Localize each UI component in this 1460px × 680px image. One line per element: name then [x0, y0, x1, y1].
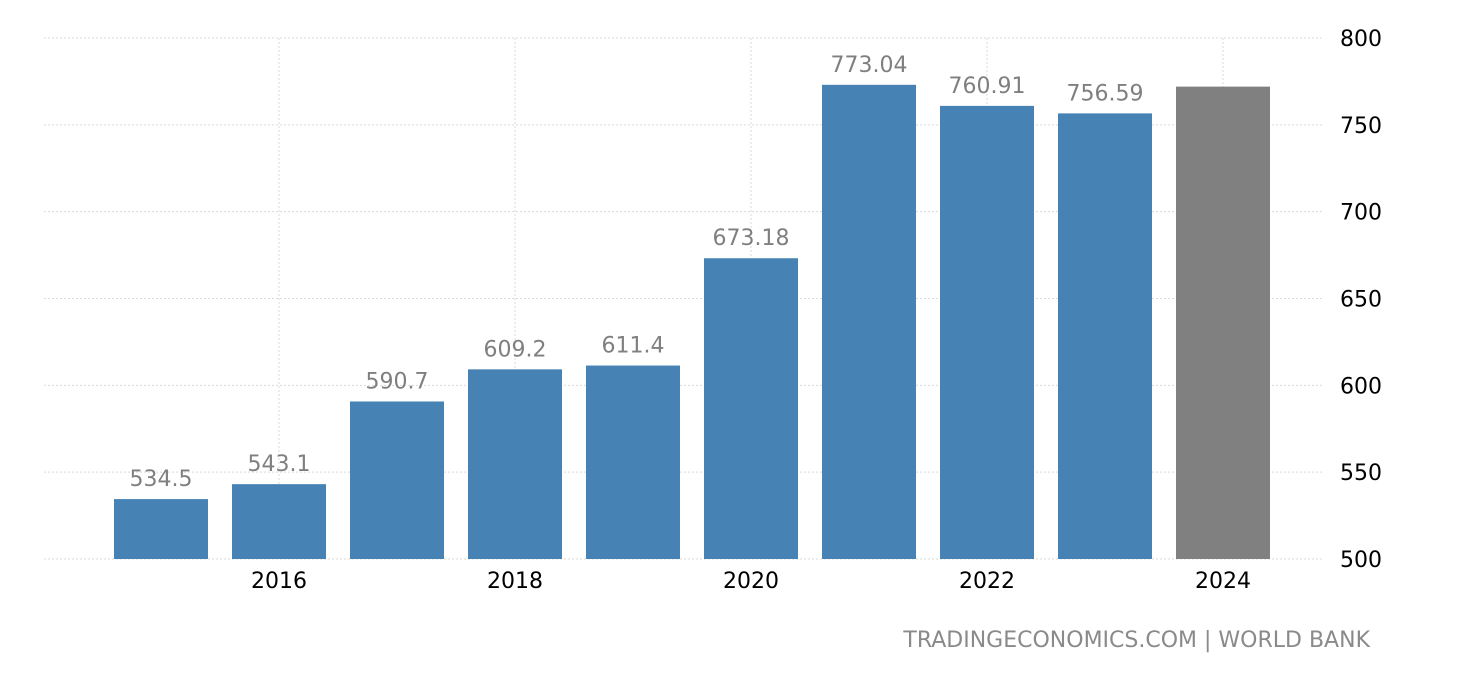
bar	[704, 258, 798, 559]
bar	[586, 365, 680, 559]
y-tick-label: 550	[1340, 461, 1382, 486]
y-tick-label: 500	[1340, 548, 1382, 573]
x-tick-label: 2022	[959, 569, 1015, 594]
y-tick-label: 700	[1340, 201, 1382, 226]
data-label: 756.59	[1067, 81, 1144, 106]
y-axis: 500 550 600 650 700 750 800	[1340, 27, 1382, 573]
bar	[114, 499, 208, 559]
bar	[822, 84, 916, 560]
x-tick-label: 2024	[1195, 569, 1251, 594]
data-label: 760.91	[949, 74, 1026, 99]
data-label: 673.18	[713, 226, 790, 251]
bars	[114, 84, 1270, 560]
data-label: 534.5	[130, 467, 193, 492]
x-tick-label: 2018	[487, 569, 543, 594]
data-label: 773.04	[831, 53, 908, 78]
data-label: 611.4	[602, 334, 665, 359]
bar	[232, 484, 326, 559]
bar	[350, 401, 444, 559]
x-tick-label: 2020	[723, 569, 779, 594]
x-axis: 2016 2018 2020 2022 2024	[251, 569, 1251, 594]
y-tick-label: 600	[1340, 374, 1382, 399]
source-attribution: TRADINGECONOMICS.COM | WORLD BANK	[903, 628, 1370, 653]
y-tick-label: 650	[1340, 288, 1382, 313]
bar	[940, 105, 1034, 560]
data-label: 543.1	[248, 452, 311, 477]
y-tick-label: 800	[1340, 27, 1382, 52]
bar	[468, 369, 562, 559]
bar	[1058, 113, 1152, 559]
data-label: 609.2	[484, 337, 547, 362]
data-label: 590.7	[366, 369, 429, 394]
data-labels: 534.5 543.1 590.7 609.2 611.4 673.18 773.04 760…	[130, 53, 1144, 492]
bar-forecast	[1176, 86, 1270, 560]
y-tick-label: 750	[1340, 114, 1382, 139]
x-tick-label: 2016	[251, 569, 307, 594]
